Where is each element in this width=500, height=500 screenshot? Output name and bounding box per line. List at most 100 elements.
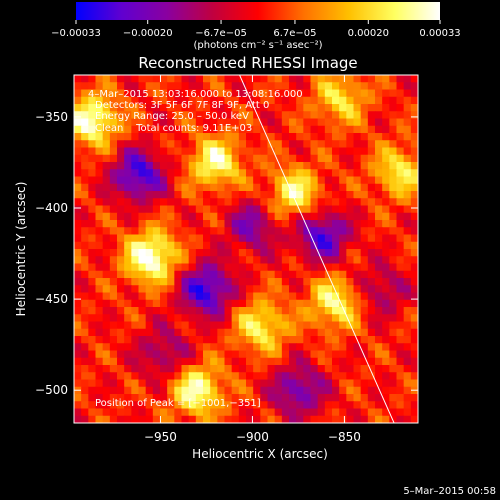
heatmap-cell: [267, 212, 276, 221]
heatmap-cell: [188, 292, 197, 301]
heatmap-cell: [332, 183, 340, 192]
heatmap-cell: [410, 191, 418, 199]
heatmap-cell: [253, 314, 261, 323]
heatmap-cell: [260, 365, 269, 373]
heatmap-cell: [102, 212, 111, 221]
heatmap-cell: [138, 118, 147, 127]
heatmap-cell: [389, 343, 398, 352]
heatmap-cell: [181, 314, 190, 323]
heatmap-cell: [195, 205, 204, 214]
heatmap-cell: [332, 104, 340, 112]
heatmap-cell: [210, 299, 218, 308]
heatmap-cell: [102, 205, 111, 214]
heatmap-cell: [138, 191, 147, 199]
heatmap-cell: [289, 183, 297, 192]
heatmap-cell: [410, 75, 418, 83]
heatmap-cell: [360, 270, 369, 279]
heatmap-cell: [267, 307, 276, 315]
y-axis-ticks: −350−400−450−500: [35, 110, 418, 397]
heatmap-cell: [281, 198, 290, 207]
heatmap-cell: [403, 408, 412, 417]
heatmap-cell: [375, 191, 383, 199]
heatmap-cell: [303, 372, 312, 381]
heatmap-cell: [231, 147, 240, 156]
heatmap-cell: [253, 270, 261, 279]
heatmap-cell: [88, 147, 97, 156]
heatmap-cell: [310, 336, 319, 344]
heatmap-cell: [324, 191, 333, 199]
heatmap-cell: [274, 372, 283, 381]
heatmap-cell: [195, 263, 204, 272]
heatmap-cell: [346, 162, 355, 170]
heatmap-cell: [403, 270, 412, 279]
heatmap-cell: [324, 350, 333, 359]
heatmap-cell: [152, 386, 161, 395]
heatmap-cell: [274, 125, 283, 134]
heatmap-cell: [145, 111, 154, 120]
solar-limb-line: [239, 75, 395, 423]
heatmap-cell: [382, 328, 390, 337]
heatmap-cell: [281, 249, 290, 257]
heatmap-cell: [203, 212, 211, 221]
heatmap-cell: [367, 336, 376, 344]
heatmap-cell: [375, 285, 383, 294]
heatmap-cell: [138, 394, 147, 402]
heatmap-cell: [389, 220, 398, 228]
heatmap-cell: [274, 314, 283, 323]
heatmap-cell: [95, 357, 104, 366]
heatmap-cell: [289, 292, 297, 301]
heatmap-cell: [367, 415, 376, 423]
heatmap-cell: [246, 104, 254, 112]
heatmap-cell: [353, 82, 362, 91]
heatmap-cell: [131, 104, 140, 112]
heatmap-cell: [281, 191, 290, 199]
colorbar-tick-label: −0.00033: [51, 28, 101, 39]
heatmap-cell: [389, 111, 398, 120]
heatmap-cell: [260, 394, 269, 402]
heatmap-cell: [332, 314, 340, 323]
heatmap-cell: [167, 191, 175, 199]
annotation-clean: Clean Total counts: 9.11E+03: [95, 123, 252, 134]
heatmap-cell: [160, 111, 168, 120]
heatmap-cell: [167, 299, 175, 308]
heatmap-cell: [274, 118, 283, 127]
heatmap-cell: [253, 415, 261, 423]
heatmap-cell: [382, 321, 390, 330]
heatmap-cell: [238, 372, 247, 381]
heatmap-cell: [224, 394, 233, 402]
heatmap-cell: [210, 198, 218, 207]
heatmap-cell: [131, 176, 140, 185]
heatmap-cell: [396, 372, 405, 381]
heatmap-cell: [339, 75, 347, 83]
heatmap-cell: [174, 278, 183, 286]
heatmap-cell: [403, 292, 412, 301]
heatmap-cell: [317, 249, 326, 257]
heatmap-cell: [274, 133, 283, 141]
heatmap-cell: [281, 401, 290, 410]
heatmap-cell: [410, 372, 418, 381]
heatmap-cell: [131, 82, 140, 91]
heatmap-cell: [410, 89, 418, 98]
heatmap-cell: [203, 234, 211, 243]
heatmap-cell: [274, 241, 283, 250]
heatmap-cell: [260, 227, 269, 236]
heatmap-cell: [167, 111, 175, 120]
heatmap-cell: [332, 198, 340, 207]
heatmap-cell: [145, 169, 154, 178]
heatmap-cell: [253, 140, 261, 149]
heatmap-cell: [303, 82, 312, 91]
heatmap-cell: [410, 118, 418, 127]
heatmap-cell: [203, 191, 211, 199]
heatmap-cell: [145, 125, 154, 134]
heatmap-cell: [124, 299, 132, 308]
heatmap-cell: [195, 191, 204, 199]
heatmap-cell: [324, 307, 333, 315]
heatmap-cell: [367, 162, 376, 170]
heatmap-cell: [188, 82, 197, 91]
heatmap-cell: [81, 386, 89, 395]
heatmap-cell: [375, 372, 383, 381]
heatmap-cell: [246, 278, 254, 286]
heatmap-cell: [310, 169, 319, 178]
heatmap-cell: [231, 285, 240, 294]
heatmap-cell: [138, 220, 147, 228]
